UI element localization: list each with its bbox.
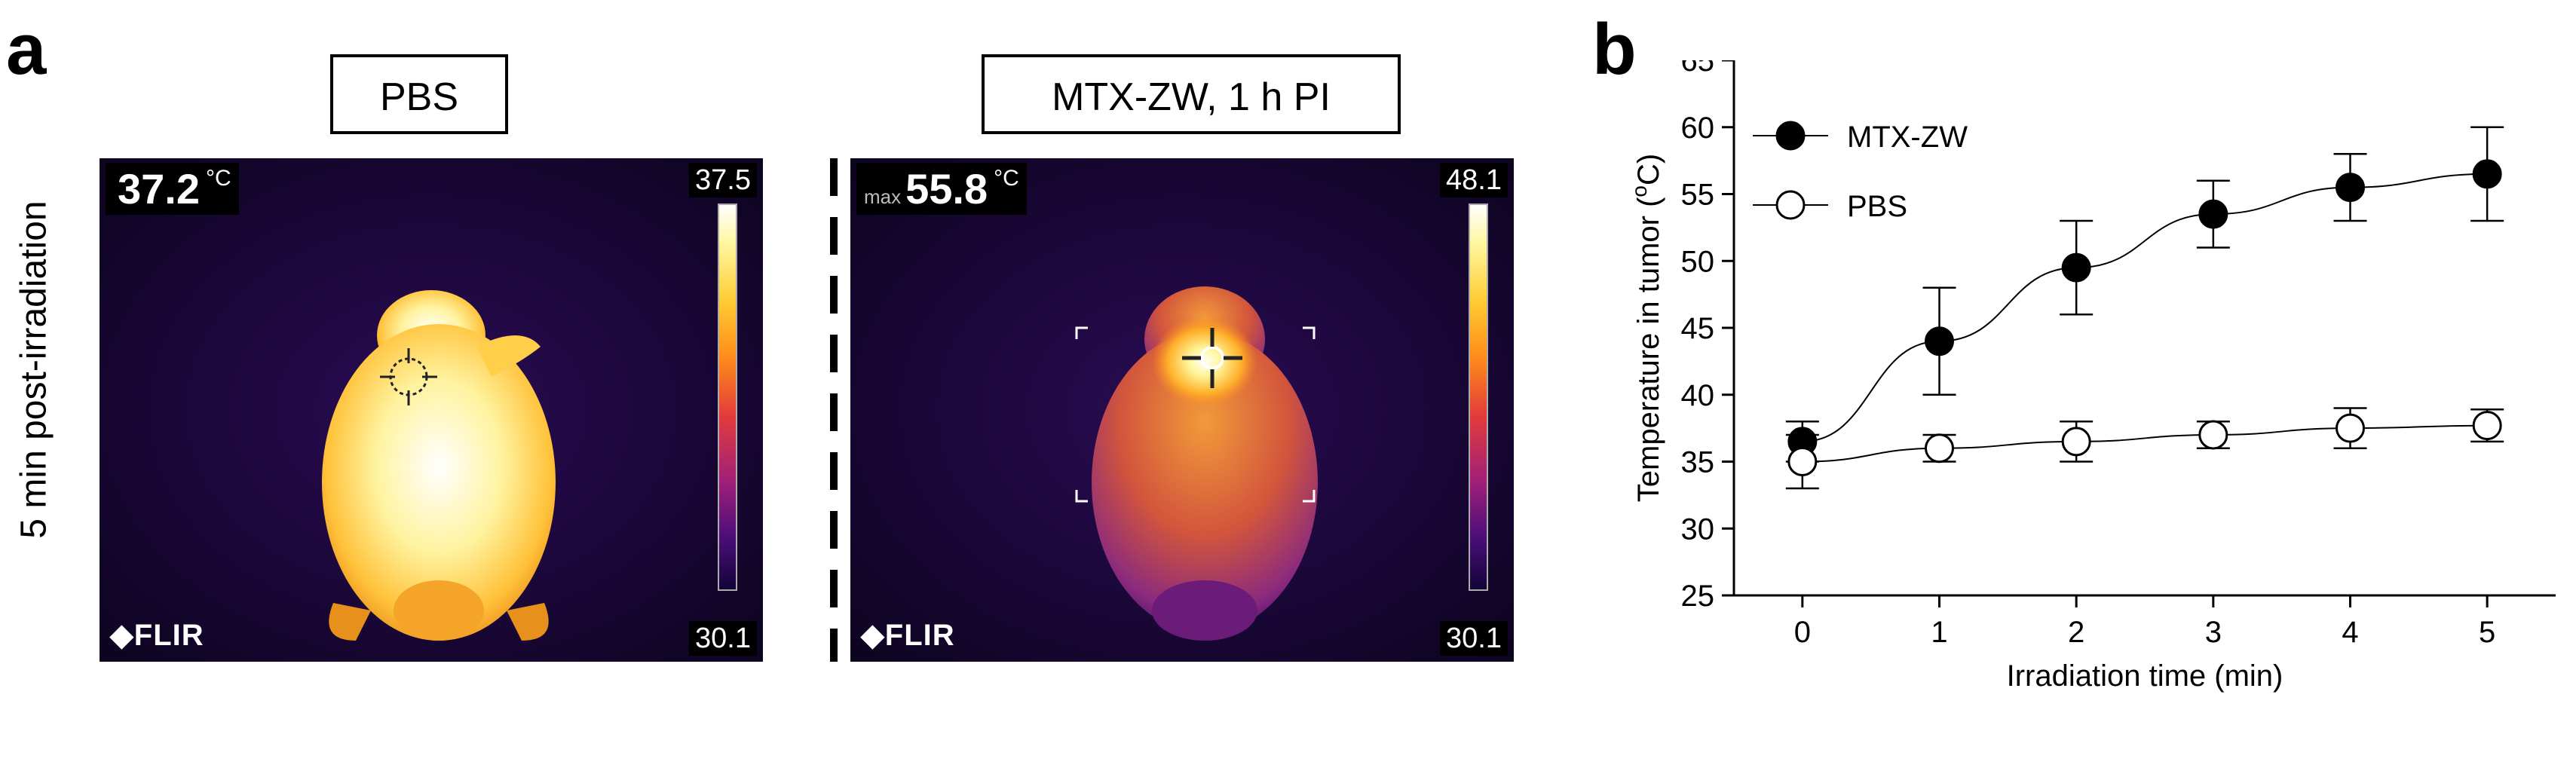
condition-label-mtx: MTX-ZW, 1 h PI (982, 54, 1401, 134)
legend-item: MTX-ZW (1753, 121, 1968, 154)
color-scale-bar (1469, 203, 1488, 591)
y-axis-label-suffix: C) (1632, 154, 1665, 185)
condition-label-pbs: PBS (330, 54, 508, 134)
crosshair-icon (1182, 328, 1242, 388)
temperature-readout-pbs: 37.2 °C (106, 163, 239, 215)
data-point (2336, 413, 2365, 443)
series-0 (1785, 126, 2504, 463)
data-point (2198, 420, 2228, 450)
brand-text: FLIR (133, 619, 204, 652)
panel-letter-b: b (1592, 9, 1637, 90)
chart-series (1785, 126, 2504, 490)
y-axis-label-degree: o (1628, 185, 1651, 197)
y-tick-label: 35 (1681, 446, 1715, 479)
data-point (2061, 427, 2091, 457)
side-label: 5 min post-irradiation (14, 200, 54, 539)
y-axis-label: Temperature in tumor (oC) (1628, 154, 1665, 502)
scale-max-label: 48.1 (1440, 163, 1508, 197)
data-point (1925, 326, 1954, 356)
data-point (2061, 252, 2091, 283)
flir-logo: ◆FLIR (110, 618, 204, 653)
y-tick-label: 40 (1681, 379, 1715, 412)
chart-legend: MTX-ZW PBS (1753, 121, 1968, 223)
thermal-image-mtx-graphic (850, 158, 1514, 662)
series-line (1802, 424, 2488, 463)
flir-diamond-icon: ◆ (110, 619, 134, 652)
flir-logo: ◆FLIR (861, 618, 955, 653)
y-tick-label: 55 (1681, 179, 1715, 212)
legend-item: PBS (1753, 190, 1907, 223)
x-tick-label: 1 (1931, 616, 1947, 649)
y-axis-label-prefix: Temperature in tumor ( (1632, 197, 1665, 502)
mouse-silhouette-pbs (322, 290, 556, 641)
mouse-silhouette-mtx (1092, 286, 1318, 641)
legend-label: MTX-ZW (1847, 121, 1968, 154)
x-axis-label: Irradiation time (min) (2007, 659, 2283, 693)
crosshair-icon (380, 348, 437, 405)
data-point (1787, 447, 1818, 476)
temperature-readout-mtx: max 55.8 °C (856, 163, 1027, 215)
thermal-image-pbs: 37.2 °C 37.5 30.1 ◆FLIR (100, 158, 763, 662)
y-tick-label: 30 (1681, 512, 1715, 546)
scale-max-label: 37.5 (689, 163, 757, 197)
legend-label: PBS (1847, 190, 1907, 223)
x-tick-label: 2 (2068, 616, 2084, 649)
data-point (2336, 173, 2365, 203)
scale-min-label: 30.1 (1440, 621, 1508, 656)
data-point (2472, 411, 2502, 441)
series-1 (1785, 407, 2504, 490)
dashed-separator (830, 158, 838, 662)
readout-prefix: max (864, 185, 902, 208)
scale-min-label: 30.1 (689, 621, 757, 656)
thermal-image-mtx: max 55.8 °C 48.1 30.1 ◆FLIR (850, 158, 1514, 662)
panel-letter-a: a (6, 9, 47, 90)
data-point (1925, 433, 1954, 464)
y-tick-label: 60 (1681, 112, 1715, 145)
x-tick-label: 3 (2205, 616, 2222, 649)
y-tick-label: 65 (1681, 60, 1715, 78)
thermal-image-pbs-graphic (100, 158, 763, 662)
data-point (2472, 159, 2502, 189)
readout-unit: °C (206, 166, 231, 191)
data-point (2198, 199, 2228, 229)
legend-marker (1775, 121, 1806, 151)
x-tick-label: 0 (1794, 616, 1811, 649)
y-tick-label: 25 (1681, 580, 1715, 613)
x-tick-label: 4 (2342, 616, 2358, 649)
color-scale-bar (718, 203, 737, 591)
readout-value: 55.8 (905, 165, 988, 213)
brand-text: FLIR (884, 619, 955, 652)
x-tick-label: 5 (2479, 616, 2495, 649)
legend-marker (1775, 190, 1806, 220)
y-tick-label: 50 (1681, 245, 1715, 278)
readout-value: 37.2 (118, 165, 200, 213)
y-tick-label: 45 (1681, 312, 1715, 345)
roi-bracket-icon (1075, 326, 1316, 503)
readout-unit: °C (994, 166, 1019, 191)
flir-diamond-icon: ◆ (861, 619, 885, 652)
